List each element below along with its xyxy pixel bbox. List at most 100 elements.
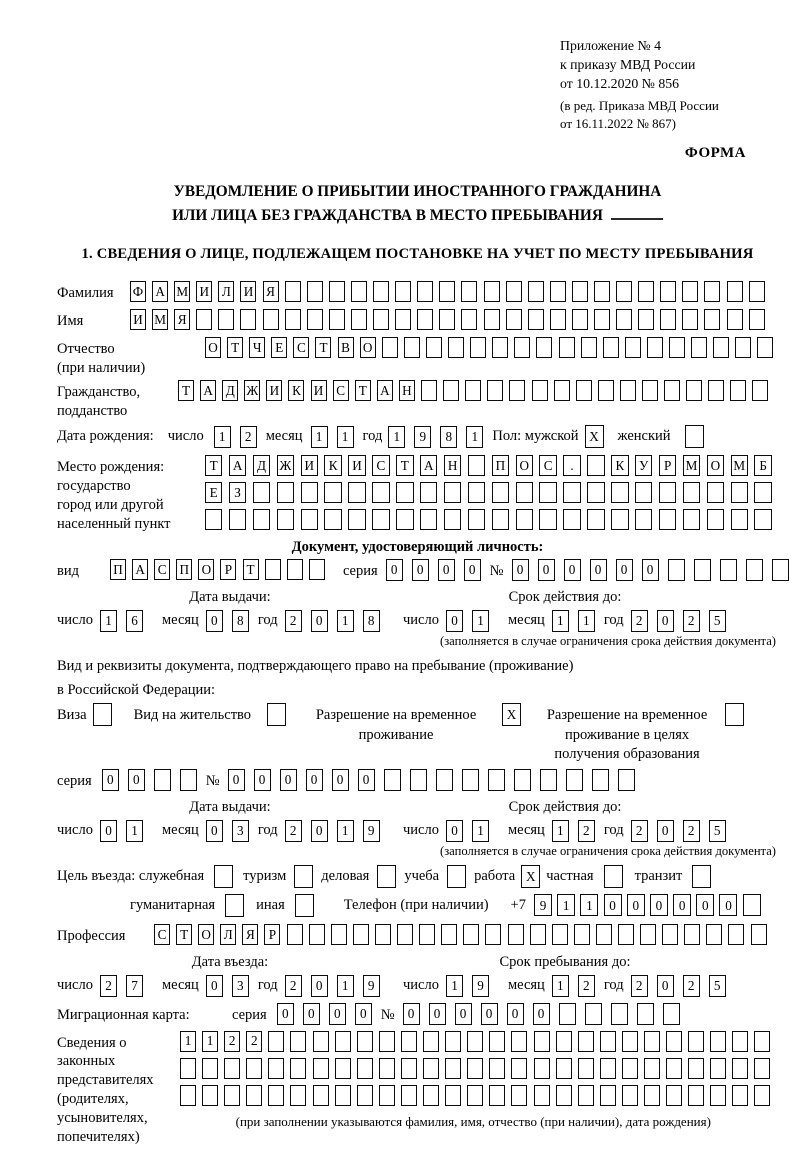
legal-reps-label: Сведения о законных представителях (роди… — [57, 1031, 180, 1147]
surname-label: Фамилия — [57, 285, 114, 302]
day-label: число — [167, 428, 204, 445]
id-issue-date-header: Дата выдачи: — [189, 588, 271, 605]
purpose-transit-checkbox[interactable] — [692, 864, 712, 888]
patronymic-label-line2: (при наличии) — [57, 359, 146, 376]
purpose-business-checkbox[interactable] — [377, 864, 397, 888]
purpose-tourism-label: туризм — [243, 867, 287, 884]
residence-doc-line2: в Российской Федерации: — [57, 681, 216, 698]
temp-residence-edu-label: Разрешение на временное проживание в цел… — [546, 706, 708, 763]
phone-label: Телефон (при наличии) — [343, 896, 489, 913]
legal-reps-label-line5: усыновителях, — [57, 1109, 148, 1126]
id-date-headers: Дата выдачи: Срок действия до: — [57, 589, 778, 606]
day-label: число — [57, 822, 93, 839]
form-title: УВЕДОМЛЕНИЕ О ПРИБЫТИИ ИНОСТРАННОГО ГРАЖ… — [57, 180, 778, 227]
entry-date-header: Дата въезда: — [191, 953, 269, 970]
res-valid-until-header: Срок действия до: — [508, 798, 622, 815]
birth-place-label: Место рождения: государство город или др… — [57, 455, 205, 533]
sex-male-label: Пол: мужской — [492, 428, 579, 445]
ref-line: к приказу МВД России — [560, 57, 696, 73]
month-label: месяц — [161, 612, 199, 629]
purpose-tourism-checkbox[interactable] — [294, 864, 314, 888]
temp-residence-edu-checkbox[interactable] — [725, 702, 745, 726]
day-label: число — [57, 612, 93, 629]
patronymic-label: Отчество (при наличии) — [57, 337, 205, 378]
legal-reps-cells-row2[interactable] — [180, 1057, 777, 1079]
purpose-private-checkbox[interactable] — [603, 864, 623, 888]
patronymic-label-line1: Отчество — [57, 341, 115, 358]
day-label: число — [403, 822, 439, 839]
residence-permit-checkbox[interactable] — [267, 702, 287, 726]
purpose-other-checkbox[interactable] — [294, 893, 314, 917]
year-label: год — [603, 612, 624, 629]
profession-label: Профессия — [57, 927, 126, 944]
month-label: месяц — [161, 822, 199, 839]
birth-place-cells-row3[interactable] — [205, 509, 778, 531]
purpose-humanitarian-checkbox[interactable] — [225, 893, 245, 917]
purpose-work-checkbox[interactable]: X — [521, 864, 541, 888]
purpose-study-checkbox[interactable] — [447, 864, 467, 888]
purpose-official-checkbox[interactable] — [214, 864, 234, 888]
birth-date-label: Дата рождения: — [57, 428, 154, 445]
forma-label: ФОРМА — [684, 144, 746, 161]
purpose-work-label: работа — [474, 867, 516, 884]
legal-reps-cells-row3[interactable] — [180, 1084, 777, 1106]
purpose-private-label: частная — [546, 867, 594, 884]
sex-female-checkbox[interactable] — [684, 425, 704, 449]
legal-reps-label-line6: попечителях) — [57, 1128, 140, 1145]
residence-permit-label: Вид на жительство — [133, 706, 252, 723]
temp-residence-label: Разрешение на временное проживание — [315, 706, 477, 743]
id-series-label: серия — [342, 562, 378, 579]
sex-male-checkbox[interactable]: X — [584, 425, 604, 449]
temp-residence-checkbox[interactable]: X — [502, 702, 522, 726]
visa-checkbox[interactable] — [92, 702, 112, 726]
res-issue-date-header: Дата выдачи: — [189, 798, 271, 815]
residence-doc-checkboxes-row: Виза Вид на жительство Разрешение на вре… — [57, 702, 778, 765]
month-label: месяц — [265, 428, 303, 445]
